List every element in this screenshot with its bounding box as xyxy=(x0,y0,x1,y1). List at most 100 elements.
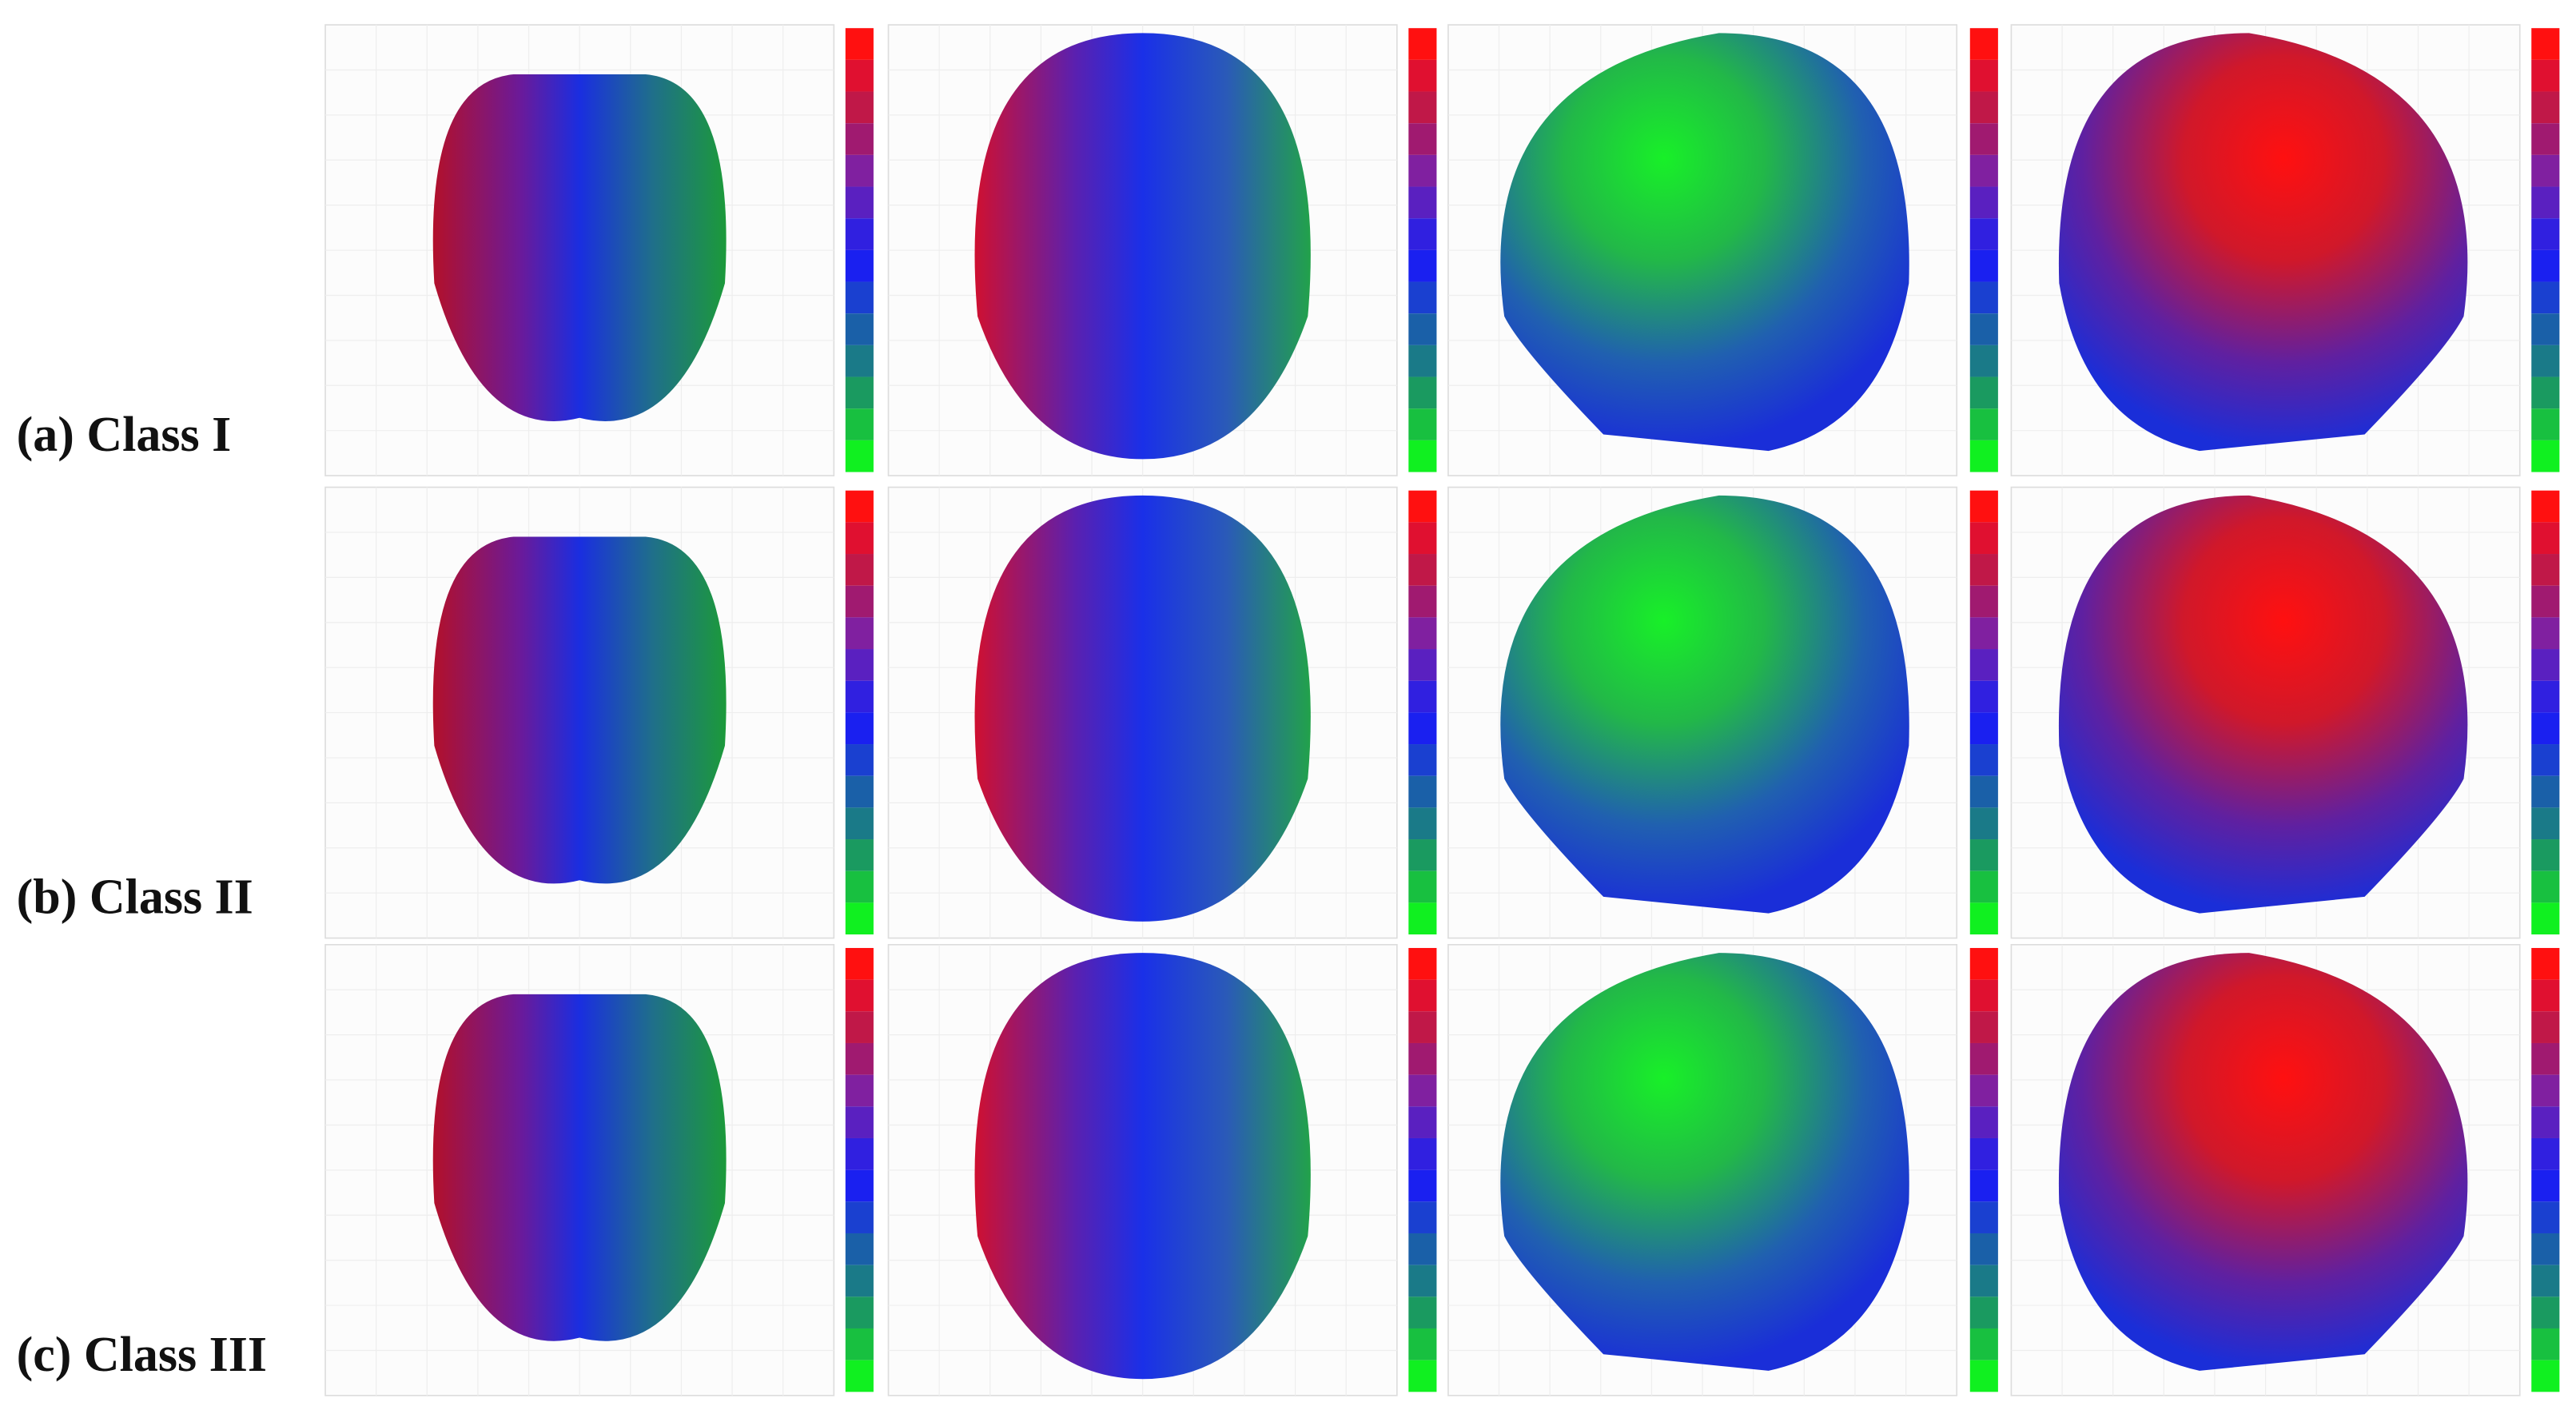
colorbar-segment xyxy=(1969,1265,1998,1297)
colorbar-segment xyxy=(2531,744,2560,776)
colorbar-segment xyxy=(845,947,874,980)
colorbar-segment xyxy=(1408,408,1437,440)
colorbar-segment xyxy=(1969,1328,1998,1360)
colorbar-segment xyxy=(1408,91,1437,124)
colorbar-segment xyxy=(1408,712,1437,745)
colorbar-segment xyxy=(845,979,874,1012)
panel xyxy=(1447,486,1998,939)
colorbar-segment xyxy=(1969,1011,1998,1043)
colorbar-segment xyxy=(845,1201,874,1233)
colorbar-segment xyxy=(845,376,874,409)
head xyxy=(1500,33,1909,452)
colorbar-segment xyxy=(1969,585,1998,618)
colorbar-segment xyxy=(2531,490,2560,523)
colorbar-segment xyxy=(2531,947,2560,980)
colorbar-segment xyxy=(1969,345,1998,377)
face xyxy=(432,994,727,1341)
colorbar-segment xyxy=(2531,218,2560,250)
colorbar-segment xyxy=(1408,902,1437,935)
colorbar-segment xyxy=(845,1106,874,1138)
colorbar-segment xyxy=(845,1074,874,1107)
colorbar-segment xyxy=(845,1137,874,1170)
colorbar-segment xyxy=(1969,1074,1998,1107)
colorbar-segment xyxy=(1408,649,1437,681)
colorbar-segment xyxy=(845,522,874,555)
colorbar-segment xyxy=(1969,902,1998,935)
colorbar-segment xyxy=(1408,775,1437,808)
colorbar-segment xyxy=(845,91,874,124)
colorbar-segment xyxy=(845,902,874,935)
row-label: (a) Class I xyxy=(17,408,232,462)
colorbar-segment xyxy=(2531,680,2560,713)
colorbar-segment xyxy=(1408,440,1437,472)
colorbar-segment xyxy=(1408,1328,1437,1360)
colorbar-segment xyxy=(2531,1074,2560,1107)
colorbar-segment xyxy=(845,1042,874,1075)
colorbar-segment xyxy=(1408,376,1437,409)
colorbar-segment xyxy=(1969,440,1998,472)
colorbar-segment xyxy=(845,1169,874,1202)
colorbar-segment xyxy=(2531,1360,2560,1392)
colorbar-segment xyxy=(845,440,874,472)
colorbar-segment xyxy=(2531,775,2560,808)
colorbar-segment xyxy=(1969,554,1998,586)
colorbar-segment xyxy=(845,870,874,903)
colorbar-segment xyxy=(2531,91,2560,124)
colorbar-segment xyxy=(1408,186,1437,219)
colorbar-segment xyxy=(2531,839,2560,871)
colorbar-segment xyxy=(2531,1233,2560,1265)
panel xyxy=(887,944,1437,1396)
colorbar-segment xyxy=(1969,376,1998,409)
colorbar-segment xyxy=(2531,522,2560,555)
colorbar-segment xyxy=(1408,59,1437,92)
colorbar-segment xyxy=(1408,839,1437,871)
colorbar-segment xyxy=(1969,91,1998,124)
panel xyxy=(1447,24,1998,476)
colorbar-segment xyxy=(1969,1106,1998,1138)
colorbar-segment xyxy=(1408,1011,1437,1043)
colorbar-segment xyxy=(2531,617,2560,650)
colorbar-segment xyxy=(2531,1201,2560,1233)
colorbar-segment xyxy=(845,186,874,219)
colorbar-segment xyxy=(1969,28,1998,60)
colorbar-segment xyxy=(1408,947,1437,980)
colorbar-segment xyxy=(845,408,874,440)
colorbar-segment xyxy=(1408,807,1437,840)
colorbar-segment xyxy=(845,28,874,60)
colorbar-segment xyxy=(2531,585,2560,618)
colorbar-segment xyxy=(1408,123,1437,155)
colorbar-segment xyxy=(1969,1233,1998,1265)
colorbar-segment xyxy=(2531,249,2560,282)
colorbar-segment xyxy=(1408,522,1437,555)
colorbar-segment xyxy=(1408,1201,1437,1233)
colorbar-segment xyxy=(2531,1265,2560,1297)
colorbar-segment xyxy=(1969,1201,1998,1233)
colorbar-segment xyxy=(1969,408,1998,440)
panel xyxy=(2010,944,2560,1396)
colorbar-segment xyxy=(2531,870,2560,903)
colorbar-segment xyxy=(1408,554,1437,586)
colorbar-segment xyxy=(1408,313,1437,345)
head xyxy=(2058,33,2468,452)
colorbar-segment xyxy=(2531,408,2560,440)
colorbar-segment xyxy=(2531,1328,2560,1360)
colorbar-segment xyxy=(1969,807,1998,840)
colorbar-segment xyxy=(1408,490,1437,523)
colorbar-segment xyxy=(845,345,874,377)
head xyxy=(1500,953,1909,1371)
colorbar-segment xyxy=(1969,522,1998,555)
panel xyxy=(887,24,1437,476)
colorbar-segment xyxy=(1408,154,1437,187)
colorbar-segment xyxy=(845,123,874,155)
panel xyxy=(887,486,1437,939)
colorbar-segment xyxy=(2531,313,2560,345)
colorbar-segment xyxy=(1969,947,1998,980)
colorbar-segment xyxy=(845,712,874,745)
colorbar-segment xyxy=(845,680,874,713)
colorbar-segment xyxy=(1969,617,1998,650)
colorbar-segment xyxy=(2531,123,2560,155)
colorbar-segment xyxy=(845,1265,874,1297)
colorbar-segment xyxy=(2531,807,2560,840)
colorbar-segment xyxy=(1969,979,1998,1012)
